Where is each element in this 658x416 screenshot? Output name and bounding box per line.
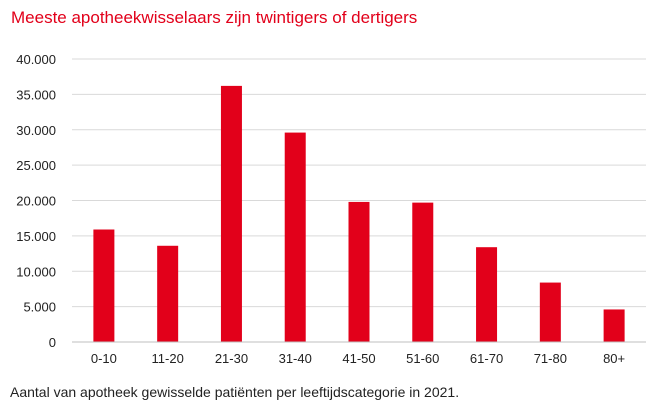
y-tick-label: 30.000	[16, 123, 56, 138]
x-tick-label: 11-20	[152, 351, 184, 366]
y-tick-label: 0	[49, 335, 56, 350]
x-tick-label: 51-60	[406, 351, 439, 366]
bar-11-20	[157, 245, 179, 342]
bar-61-70	[476, 247, 498, 342]
bar-71-80	[539, 282, 561, 342]
y-tick-label: 20.000	[16, 194, 56, 209]
y-tick-label: 35.000	[16, 87, 56, 102]
y-tick-label: 15.000	[16, 229, 56, 244]
x-tick-label: 31-40	[279, 351, 312, 366]
chart-title: Meeste apotheekwisselaars zijn twintiger…	[11, 8, 418, 27]
x-tick-label: 21-30	[215, 351, 248, 366]
bar-31-40	[284, 132, 306, 342]
x-tick-label: 61-70	[470, 351, 503, 366]
bar-41-50	[348, 201, 370, 342]
y-tick-label: 10.000	[16, 264, 56, 279]
y-tick-label: 25.000	[16, 158, 56, 173]
x-tick-label: 71-80	[534, 351, 567, 366]
bar-0-10	[93, 229, 115, 342]
bar-80+	[603, 309, 625, 342]
x-axis-tick-labels: 0-10 11-20 21-30 31-40 41-50 51-60 61-70 71-80 8…	[91, 351, 625, 366]
y-tick-label: 40.000	[16, 52, 56, 67]
bar-51-60	[412, 202, 434, 342]
bar-21-30	[220, 85, 242, 342]
x-tick-label: 0-10	[91, 351, 117, 366]
x-tick-label: 80+	[603, 351, 625, 366]
chart-caption: Aantal van apotheek gewisselde patiënten…	[10, 384, 460, 400]
y-tick-label: 5.000	[23, 300, 56, 315]
bars	[93, 85, 625, 342]
y-axis-tick-labels: 0 5.000 10.000 15.000 20.000 25.000 30.000 35.0…	[16, 52, 56, 350]
x-tick-label: 41-50	[342, 351, 375, 366]
